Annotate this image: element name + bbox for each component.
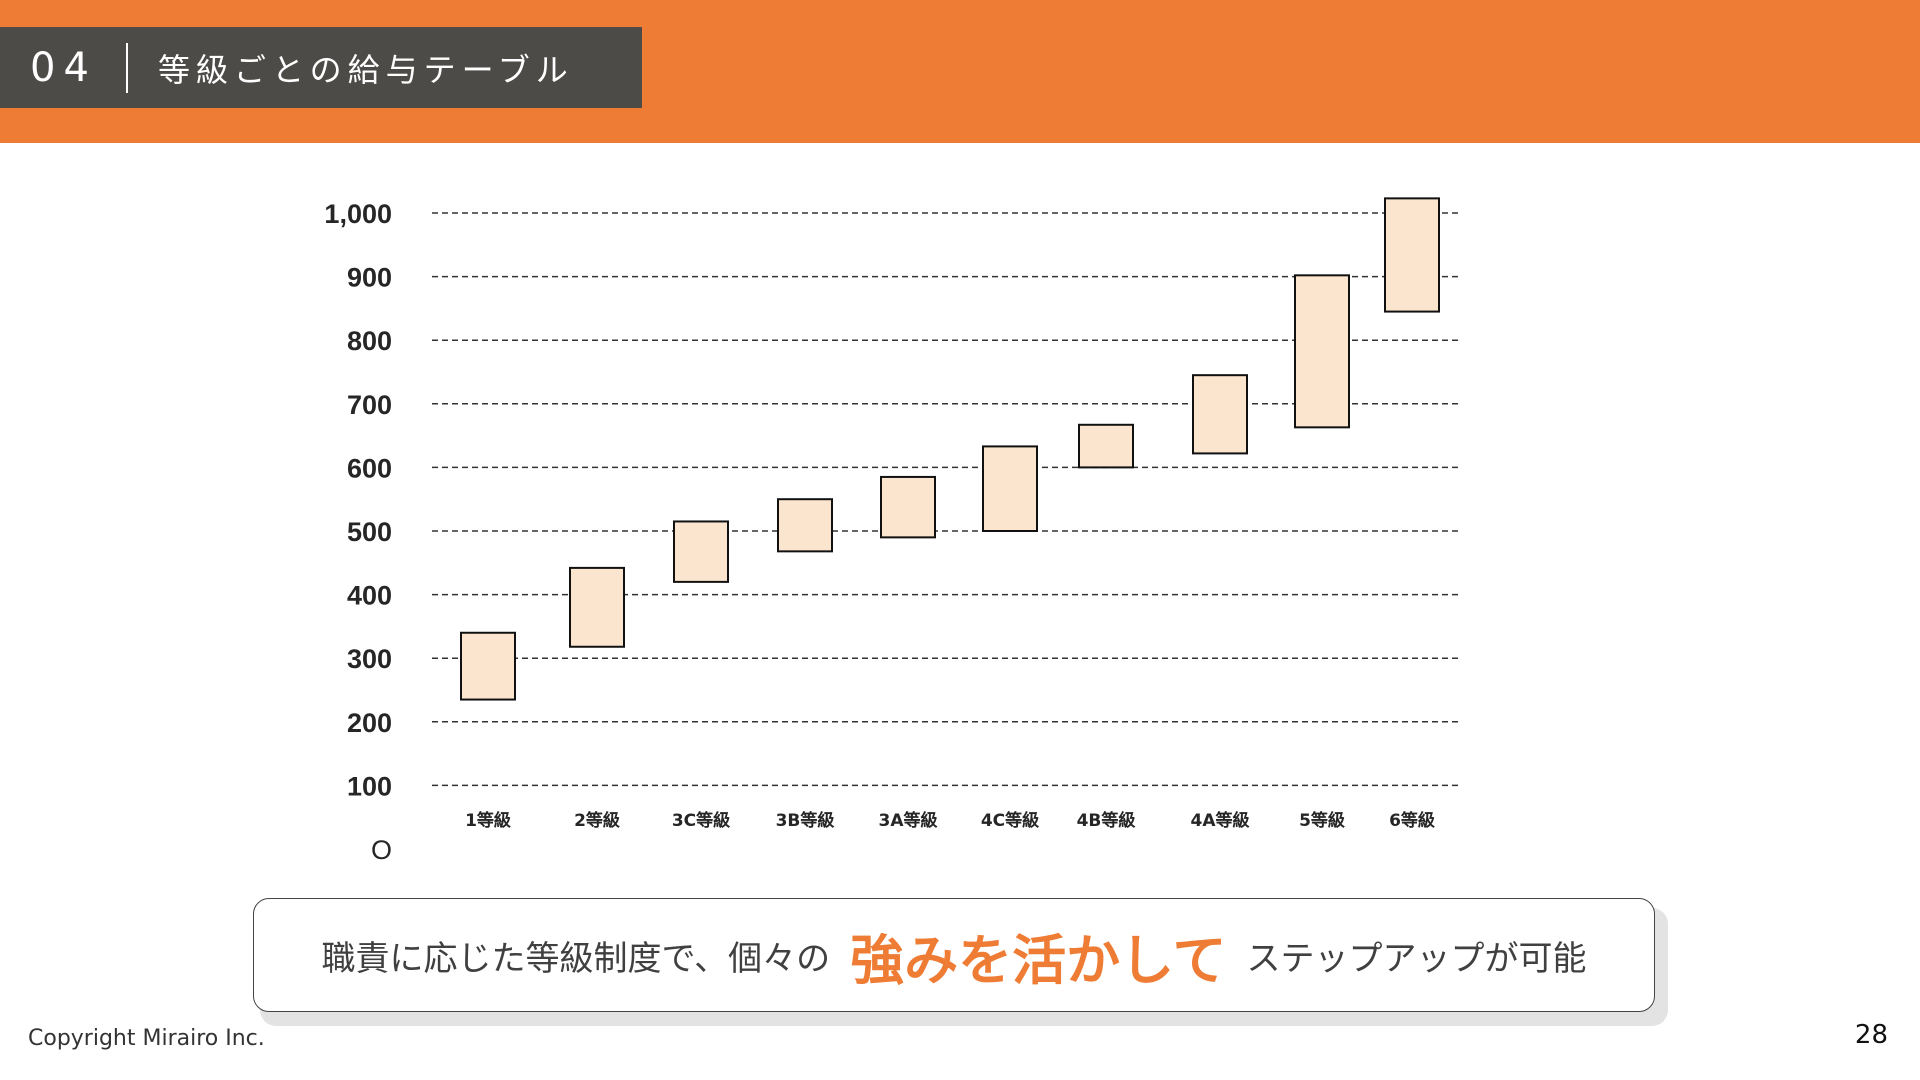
bar-10 [1384,197,1440,313]
page-title: 等級ごとの給与テーブル [158,50,574,89]
title-divider [126,42,128,93]
x-tick-label: 4A等級 [1191,810,1250,831]
y-tick-label: 300 [347,644,392,674]
x-tick-label: 2等級 [574,810,620,831]
bar-4 [777,498,833,553]
x-tick-label: 3C等級 [672,810,730,831]
x-tick-label: 1等級 [465,810,511,831]
bar-2 [569,566,625,648]
y-tick-label: 700 [347,390,392,420]
x-tick-label: 6等級 [1389,810,1435,831]
summary-text-after: ステップアップが可能 [1246,938,1587,979]
y-tick-label: 1,000 [324,199,392,229]
y-tick-label: 400 [347,581,392,611]
y-tick-label: 500 [347,517,392,547]
bar-3 [673,520,729,583]
summary-box: 職責に応じた等級制度で、個々の 強みを活かして ステップアップが可能 [253,898,1655,1012]
summary-highlight: 強みを活かして [850,928,1227,992]
y-tick-label: 800 [347,326,392,356]
bar-7 [1078,423,1134,469]
y-tick-label: 200 [347,708,392,738]
x-tick-label: 3A等級 [879,810,938,831]
bar-6 [982,445,1038,532]
bar-1 [460,631,516,701]
y-tick-label: 100 [347,771,392,801]
y-tick-label: 900 [347,263,392,293]
section-title-box: 04 等級ごとの給与テーブル [0,27,642,108]
salary-range-chart: O 100 200 300 400 500 600 700 800 900 1,000 1等級 2等級 3… [324,197,1458,865]
bar-9 [1294,274,1350,429]
bar-5 [880,475,936,539]
x-tick-label: 5等級 [1299,810,1345,831]
bar-8 [1192,374,1248,455]
y-tick-label: O [371,835,392,865]
x-tick-label: 3B等級 [776,810,835,831]
copyright: Copyright Mirairo Inc. [28,1026,265,1051]
summary-text-before: 職責に応じた等級制度で、個々の [321,938,831,979]
y-tick-label: 600 [347,453,392,483]
section-number: 04 [30,44,97,91]
x-tick-label: 4C等級 [981,810,1039,831]
page-number: 28 [1854,1020,1888,1050]
x-tick-label: 4B等級 [1077,810,1136,831]
